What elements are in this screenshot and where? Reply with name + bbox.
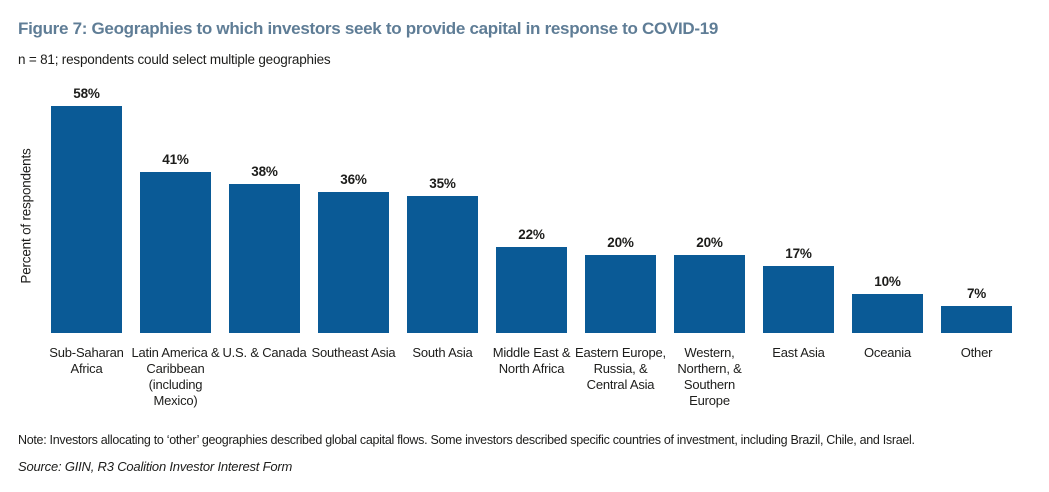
- category-label: Oceania: [863, 345, 912, 360]
- bar-value-label: 17%: [785, 246, 812, 261]
- bar-value-label: 22%: [518, 227, 545, 242]
- bar: 36%: [318, 172, 389, 333]
- bar-value-label: 20%: [607, 235, 634, 250]
- category-label: Sub-Saharan Africa: [49, 345, 124, 376]
- bar-rect: [763, 266, 834, 333]
- bar-rect: [674, 255, 745, 333]
- bar: 35%: [407, 176, 478, 333]
- bar: 20%: [585, 235, 656, 333]
- category-label: South Asia: [412, 345, 473, 360]
- category-label: Western, Northern, & Southern Europe: [677, 345, 742, 408]
- category-label: Middle East & North Africa: [492, 345, 571, 376]
- bar-rect: [496, 247, 567, 333]
- bar: 10%: [852, 274, 923, 333]
- figure-source: Source: GIIN, R3 Coalition Investor Inte…: [18, 459, 293, 474]
- bar-value-label: 20%: [696, 235, 723, 250]
- bar-value-label: 35%: [429, 176, 456, 191]
- bar: 38%: [229, 164, 300, 333]
- figure-subtitle: n = 81; respondents could select multipl…: [18, 52, 331, 67]
- bar-plot-area: 58% 41% 38% 36% 35% 22% 20% 20% 17% 10% 7%: [51, 86, 1012, 333]
- bar: 20%: [674, 235, 745, 333]
- bar-rect: [51, 106, 122, 333]
- bar-rect: [407, 196, 478, 333]
- bar: 7%: [941, 286, 1012, 333]
- bar-value-label: 41%: [162, 152, 189, 167]
- category-label: Other: [960, 345, 993, 360]
- bar-rect: [229, 184, 300, 333]
- bar: 41%: [140, 152, 211, 333]
- bar-rect: [852, 294, 923, 333]
- bar-value-label: 7%: [966, 286, 987, 301]
- category-label: East Asia: [772, 345, 825, 360]
- figure-note: Note: Investors allocating to ‘other’ ge…: [18, 433, 915, 447]
- bar: 22%: [496, 227, 567, 333]
- bar-rect: [585, 255, 656, 333]
- bar-value-label: 58%: [73, 86, 100, 101]
- y-axis-label: Percent of respondents: [18, 148, 34, 284]
- bar-value-label: 10%: [874, 274, 901, 289]
- bar: 17%: [763, 246, 834, 333]
- category-label: Latin America & Caribbean (including Mex…: [131, 345, 220, 408]
- category-label: U.S. & Canada: [222, 345, 307, 360]
- bar: 58%: [51, 86, 122, 333]
- bar-rect: [140, 172, 211, 333]
- category-label: Southeast Asia: [311, 345, 396, 360]
- bar-value-label: 36%: [340, 172, 367, 187]
- bar-rect: [941, 306, 1012, 333]
- x-axis-labels: Sub-Saharan Africa Latin America & Caribb…: [0, 345, 1049, 425]
- bar-value-label: 38%: [251, 164, 278, 179]
- figure-title: Figure 7: Geographies to which investors…: [18, 19, 719, 38]
- bar-rect: [318, 192, 389, 333]
- category-label: Eastern Europe, Russia, & Central Asia: [575, 345, 666, 392]
